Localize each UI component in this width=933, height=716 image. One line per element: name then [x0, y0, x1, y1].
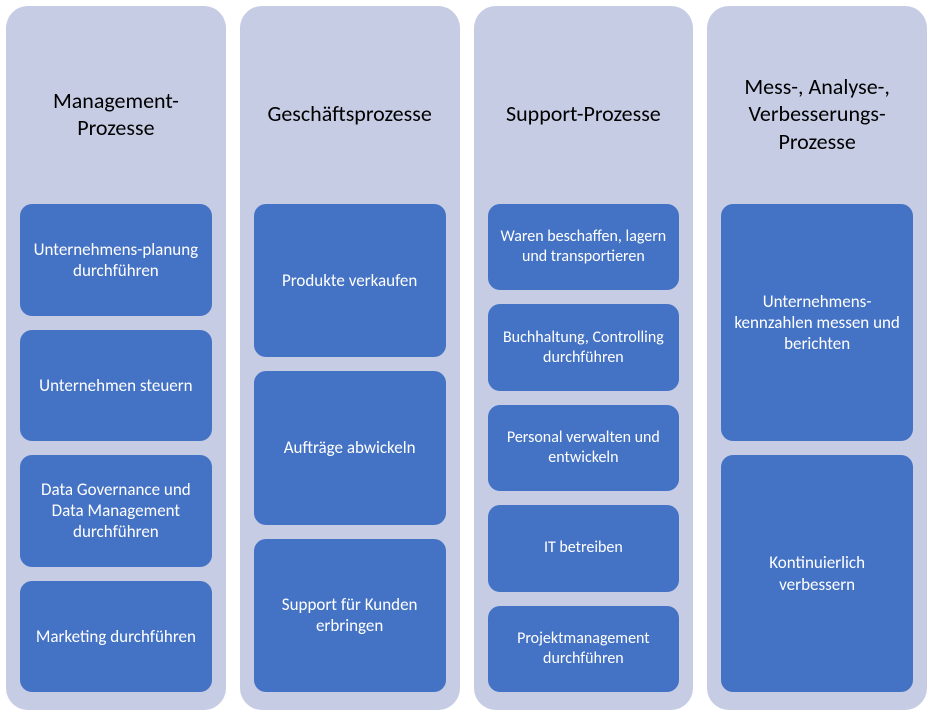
- process-item: Projektmanagement durchführen: [488, 606, 680, 692]
- process-item: Personal verwalten und entwickeln: [488, 405, 680, 491]
- column-title: Support-Prozesse: [488, 24, 680, 204]
- column-title: Geschäftsprozesse: [254, 24, 446, 204]
- process-item: Waren beschaffen, lagern und transportie…: [488, 204, 680, 290]
- column-measurement: Mess-, Analyse-, Verbesserungs-Prozesse …: [707, 6, 927, 710]
- process-item: IT betreiben: [488, 505, 680, 591]
- process-item: Buchhaltung, Controlling durchführen: [488, 304, 680, 390]
- process-item: Unternehmens-kennzahlen messen und beric…: [721, 204, 913, 441]
- column-items: Waren beschaffen, lagern und transportie…: [488, 204, 680, 692]
- process-item: Kontinuierlich verbessern: [721, 455, 913, 692]
- process-diagram: Management-Prozesse Unternehmens-planung…: [0, 0, 933, 716]
- process-item: Data Governance und Data Management durc…: [20, 455, 212, 567]
- column-title: Mess-, Analyse-, Verbesserungs-Prozesse: [721, 24, 913, 204]
- column-items: Produkte verkaufen Aufträge abwickeln Su…: [254, 204, 446, 692]
- process-item: Unternehmen steuern: [20, 330, 212, 442]
- column-title: Management-Prozesse: [20, 24, 212, 204]
- column-management: Management-Prozesse Unternehmens-planung…: [6, 6, 226, 710]
- column-support: Support-Prozesse Waren beschaffen, lager…: [474, 6, 694, 710]
- column-items: Unternehmens-kennzahlen messen und beric…: [721, 204, 913, 692]
- process-item: Aufträge abwickeln: [254, 371, 446, 524]
- column-items: Unternehmens-planung durchführen Unterne…: [20, 204, 212, 692]
- column-business: Geschäftsprozesse Produkte verkaufen Auf…: [240, 6, 460, 710]
- process-item: Produkte verkaufen: [254, 204, 446, 357]
- process-item: Support für Kunden erbringen: [254, 539, 446, 692]
- process-item: Unternehmens-planung durchführen: [20, 204, 212, 316]
- process-item: Marketing durchführen: [20, 581, 212, 693]
